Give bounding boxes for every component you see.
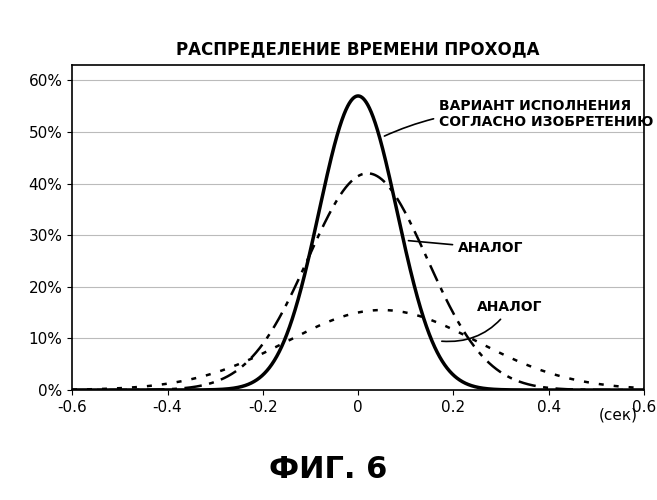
Title: РАСПРЕДЕЛЕНИЕ ВРЕМЕНИ ПРОХОДА: РАСПРЕДЕЛЕНИЕ ВРЕМЕНИ ПРОХОДА xyxy=(176,40,540,58)
Text: АНАЛОГ: АНАЛОГ xyxy=(409,240,524,255)
Text: ВАРИАНТ ИСПОЛНЕНИЯ
СОГЛАСНО ИЗОБРЕТЕНИЮ: ВАРИАНТ ИСПОЛНЕНИЯ СОГЛАСНО ИЗОБРЕТЕНИЮ xyxy=(384,98,654,136)
Text: (сек): (сек) xyxy=(599,408,637,422)
Text: ФИГ. 6: ФИГ. 6 xyxy=(269,456,388,484)
Text: АНАЛОГ: АНАЛОГ xyxy=(442,300,543,342)
